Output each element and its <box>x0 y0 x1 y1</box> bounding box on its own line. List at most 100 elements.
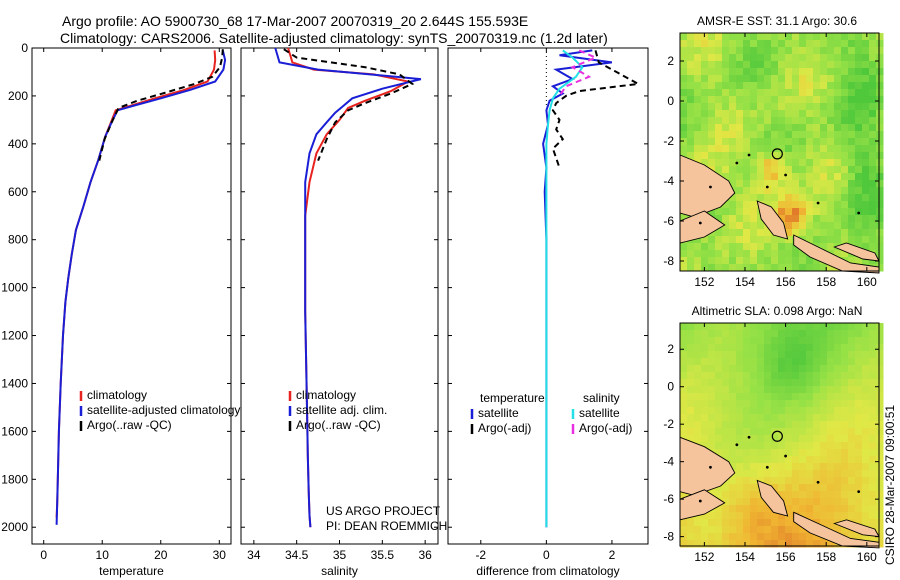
field-cell <box>729 40 737 48</box>
field-cell <box>785 215 793 223</box>
islet <box>698 221 702 225</box>
field-cell <box>785 47 793 55</box>
field-cell <box>792 159 800 167</box>
field-cell <box>813 215 821 223</box>
field-cell <box>876 323 884 331</box>
field-cell <box>799 512 807 520</box>
field-cell <box>785 54 793 62</box>
field-cell <box>862 484 870 492</box>
field-cell <box>722 435 730 443</box>
field-cell <box>778 110 786 118</box>
field-cell <box>785 166 793 174</box>
field-cell <box>848 323 856 331</box>
field-cell <box>855 421 863 429</box>
y-tick-label: 1000 <box>1 281 28 295</box>
field-cell <box>806 330 814 338</box>
field-cell <box>876 250 884 258</box>
field-cell <box>876 159 884 167</box>
field-cell <box>827 400 835 408</box>
field-cell <box>708 243 716 251</box>
field-cell <box>778 526 786 534</box>
y-tick-label: 2000 <box>1 520 28 534</box>
field-cell <box>736 477 744 485</box>
islet <box>698 499 702 503</box>
field-cell <box>694 138 702 146</box>
field-cell <box>862 47 870 55</box>
field-cell <box>876 421 884 429</box>
field-cell <box>708 159 716 167</box>
field-cell <box>869 229 877 237</box>
field-cell <box>694 330 702 338</box>
lat-tick-label: 0 <box>667 94 674 108</box>
field-cell <box>736 145 744 153</box>
field-cell <box>792 89 800 97</box>
field-cell <box>694 68 702 76</box>
field-cell <box>848 351 856 359</box>
field-cell <box>827 229 835 237</box>
field-cell <box>736 351 744 359</box>
field-cell <box>785 470 793 478</box>
field-cell <box>701 96 709 104</box>
field-cell <box>820 407 828 415</box>
field-cell <box>813 145 821 153</box>
field-cell <box>799 337 807 345</box>
field-cell <box>827 194 835 202</box>
field-cell <box>799 365 807 373</box>
field-cell <box>848 379 856 387</box>
field-cell <box>701 131 709 139</box>
field-cell <box>680 414 688 422</box>
field-cell <box>708 512 716 520</box>
field-cell <box>792 61 800 69</box>
field-cell <box>862 257 870 265</box>
field-cell <box>813 463 821 471</box>
field-cell <box>701 435 709 443</box>
field-cell <box>869 222 877 230</box>
field-cell <box>722 414 730 422</box>
field-cell <box>680 103 688 111</box>
field-cell <box>827 344 835 352</box>
field-cell <box>771 386 779 394</box>
field-cell <box>869 484 877 492</box>
field-cell <box>813 159 821 167</box>
field-cell <box>827 138 835 146</box>
field-cell <box>820 54 828 62</box>
field-cell <box>764 201 772 209</box>
field-cell <box>820 201 828 209</box>
field-cell <box>694 337 702 345</box>
field-cell <box>778 358 786 366</box>
field-cell <box>771 131 779 139</box>
field-cell <box>680 40 688 48</box>
field-cell <box>799 498 807 506</box>
field-cell <box>764 428 772 436</box>
field-cell <box>785 330 793 338</box>
field-cell <box>743 442 751 450</box>
field-cell <box>708 414 716 422</box>
field-cell <box>806 264 814 272</box>
field-cell <box>876 47 884 55</box>
field-cell <box>876 222 884 230</box>
field-cell <box>869 470 877 478</box>
field-cell <box>827 421 835 429</box>
field-cell <box>813 110 821 118</box>
field-cell <box>862 215 870 223</box>
field-cell <box>848 344 856 352</box>
field-cell <box>827 61 835 69</box>
series-line-1 <box>274 47 422 528</box>
land-polygon <box>756 479 789 517</box>
field-cell <box>855 103 863 111</box>
field-cell <box>834 110 842 118</box>
field-cell <box>743 264 751 272</box>
field-cell <box>869 110 877 118</box>
field-cell <box>701 421 709 429</box>
field-cell <box>715 519 723 527</box>
field-cell <box>841 337 849 345</box>
field-cell <box>813 180 821 188</box>
field-cell <box>708 152 716 160</box>
field-cell <box>785 526 793 534</box>
field-cell <box>834 117 842 125</box>
field-cell <box>778 449 786 457</box>
field-cell <box>687 250 695 258</box>
field-cell <box>722 208 730 216</box>
field-cell <box>764 40 772 48</box>
field-cell <box>848 484 856 492</box>
